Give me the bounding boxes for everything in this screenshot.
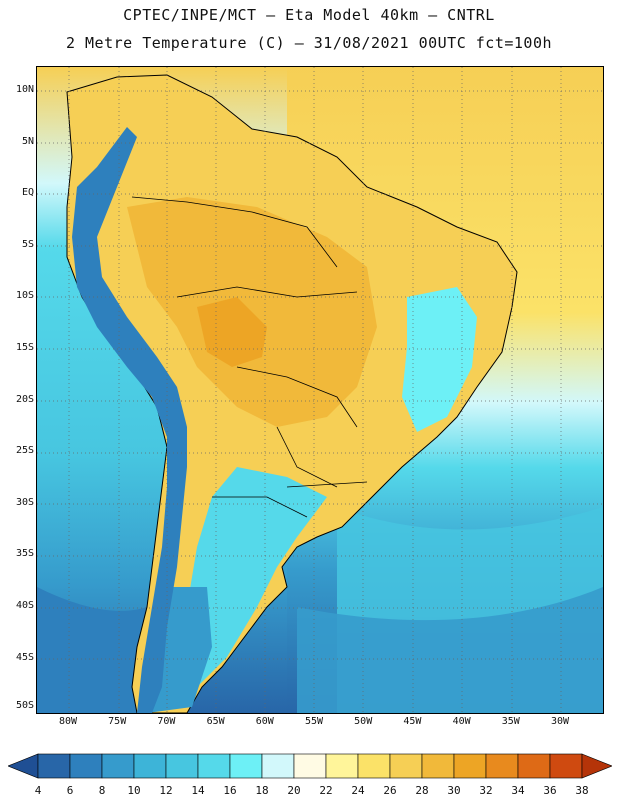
lon-label: 75W [108, 716, 127, 727]
lat-label: 5N [21, 135, 34, 147]
colorbar-label: 8 [98, 784, 106, 797]
lat-label: 5S [21, 238, 34, 250]
southern-cone-cool [177, 467, 327, 687]
colorbar-swatch [325, 753, 359, 779]
colorbar-label: 38 [575, 784, 589, 797]
colorbar-swatch [37, 753, 71, 779]
colorbar-label: 30 [447, 784, 461, 797]
colorbar-swatch [69, 753, 103, 779]
lat-label: 40S [15, 600, 34, 611]
title-line-1: CPTEC/INPE/MCT – Eta Model 40km – CNTRL [123, 6, 495, 24]
lon-label: 35W [501, 716, 520, 727]
lat-label: 15S [15, 342, 34, 353]
lon-label: 70W [157, 716, 176, 727]
colorbar-swatch [261, 753, 295, 779]
colorbar-swatch [549, 753, 583, 779]
colorbar-swatch [197, 753, 231, 779]
colorbar-label: 18 [255, 784, 269, 797]
colorbar-swatch [357, 753, 391, 779]
colorbar-label: 26 [383, 784, 397, 797]
colorbar-label: 16 [223, 784, 237, 797]
lon-label: 80W [58, 716, 78, 727]
lat-label: 45S [15, 651, 34, 663]
lon-label: 45W [403, 716, 422, 727]
lat-label: EQ [21, 187, 34, 199]
pacific-cold-band [37, 587, 147, 713]
lon-label: 50W [354, 716, 373, 727]
title-line-2: 2 Metre Temperature (C) – 31/08/2021 00U… [65, 34, 553, 52]
colorbar-label: 20 [287, 784, 301, 797]
colorbar [8, 753, 612, 779]
colorbar-swatch [133, 753, 167, 779]
colorbar-swatch [229, 753, 263, 779]
colorbar-label: 36 [543, 784, 557, 797]
lon-label: 60W [255, 716, 274, 727]
colorbar-label: 22 [319, 784, 333, 797]
colorbar-swatch [453, 753, 487, 779]
colorbar-swatch [421, 753, 455, 779]
colorbar-label: 10 [127, 784, 141, 797]
map-canvas [37, 67, 603, 713]
colorbar-label: 6 [66, 784, 74, 797]
colorbar-swatch [101, 753, 135, 779]
lon-label: 40W [452, 716, 471, 727]
lat-label: 50S [15, 700, 34, 711]
lon-label: 65W [206, 716, 225, 727]
hot-core [197, 297, 267, 367]
colorbar-high-arrow [581, 753, 612, 779]
lat-label: 10N [15, 84, 34, 95]
colorbar-swatch [485, 753, 519, 779]
lon-label: 55W [304, 716, 324, 727]
colorbar-swatch [165, 753, 199, 779]
andes-cordillera [72, 127, 187, 713]
colorbar-swatch [293, 753, 327, 779]
colorbar-swatch [517, 753, 551, 779]
eastern-highlands-cool [402, 287, 477, 432]
colorbar-label: 4 [34, 784, 42, 797]
country-borders [131, 196, 368, 518]
colorbar-low-arrow [8, 753, 39, 779]
colorbar-label: 34 [511, 784, 525, 797]
temperature-map [36, 66, 604, 714]
atlantic-cold-band [297, 587, 603, 713]
lat-label: 20S [15, 393, 34, 405]
lat-label: 10S [15, 290, 34, 302]
colorbar-label: 32 [479, 784, 493, 797]
colorbar-swatch [389, 753, 423, 779]
colorbar-label: 14 [191, 784, 205, 797]
colorbar-label: 24 [351, 784, 365, 797]
colorbar-label: 28 [415, 784, 429, 797]
lat-label: 30S [15, 496, 34, 508]
colorbar-label: 12 [159, 784, 173, 797]
lat-label: 25S [15, 445, 34, 457]
lon-label: 30W [550, 716, 570, 727]
lat-label: 35S [15, 548, 34, 560]
